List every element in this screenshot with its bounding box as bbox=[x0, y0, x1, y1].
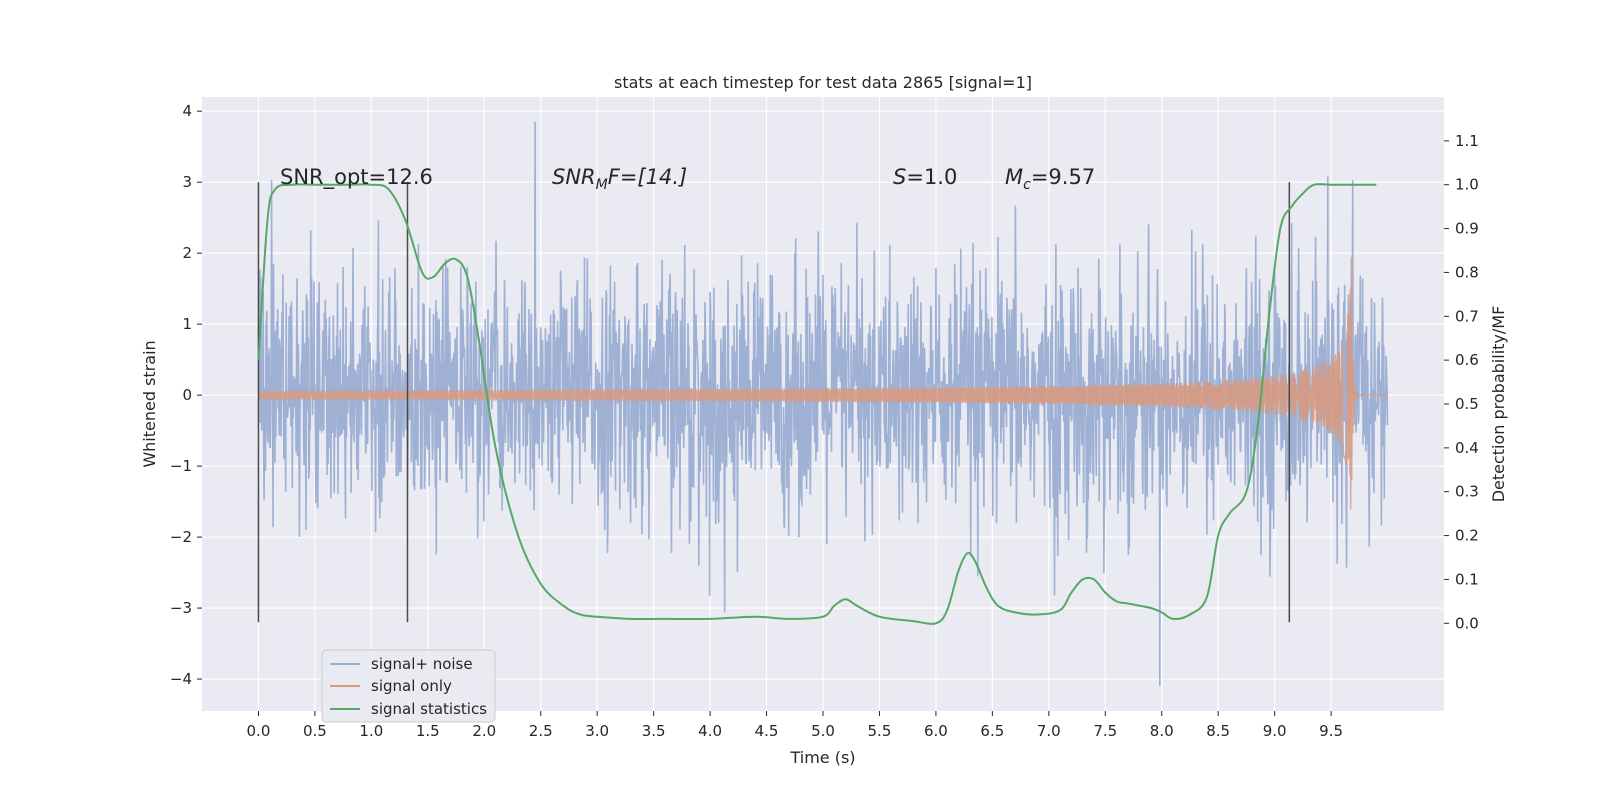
annotation-snr-mf-rest: F=[14.] bbox=[608, 165, 687, 189]
y-tick-label-4: 0 bbox=[182, 386, 192, 404]
x-axis-ticks: 0.0 0.5 1.0 1.5 2.0 2.5 3.0 3.5 4.0 4.5 5.0 5.5 6.0 6… bbox=[247, 711, 1343, 740]
x-tick-label-3: 1.5 bbox=[416, 722, 440, 740]
annotation-snr-opt: SNR_opt=12.6 bbox=[280, 165, 433, 190]
x-tick-label-18: 9.0 bbox=[1263, 722, 1287, 740]
y2-tick-label-10: 1.0 bbox=[1455, 176, 1479, 194]
x-tick-label-11: 5.5 bbox=[868, 722, 892, 740]
y2-tick-label-9: 0.9 bbox=[1455, 220, 1479, 238]
y2-tick-label-3: 0.3 bbox=[1455, 483, 1479, 501]
boundary-lines bbox=[257, 182, 1291, 623]
y2-tick-label-11: 1.1 bbox=[1455, 132, 1479, 150]
annotation-mc-rest: =9.57 bbox=[1031, 165, 1095, 189]
x-tick-label-7: 3.5 bbox=[642, 722, 666, 740]
x-tick-label-15: 7.5 bbox=[1093, 722, 1117, 740]
annotation-s-rest: =1.0 bbox=[906, 165, 957, 189]
x-tick-label-13: 6.5 bbox=[980, 722, 1004, 740]
x-tick-label-0: 0.0 bbox=[247, 722, 271, 740]
x-tick-label-5: 2.5 bbox=[529, 722, 553, 740]
y-tick-label-0: −4 bbox=[170, 670, 192, 688]
x-tick-label-4: 2.0 bbox=[472, 722, 496, 740]
annotation-s-main: S bbox=[893, 165, 906, 189]
legend-box bbox=[321, 649, 496, 723]
annotation-snr-mf-sub: M bbox=[596, 177, 608, 193]
y2-tick-label-0: 0.0 bbox=[1455, 614, 1479, 632]
legend: signal+ noise signal only signal statist… bbox=[321, 649, 496, 723]
x-tick-label-12: 6.0 bbox=[924, 722, 948, 740]
x-tick-label-6: 3.0 bbox=[585, 722, 609, 740]
chart-title: stats at each timestep for test data 286… bbox=[614, 73, 1032, 92]
annotation-mc: Mc=9.57 bbox=[1005, 165, 1095, 193]
legend-label-statistics: signal statistics bbox=[371, 700, 487, 718]
annotation-snr-mf: SNRMF=[14.] bbox=[552, 165, 687, 193]
y-axis-label: Whitened strain bbox=[140, 340, 159, 467]
x-tick-label-19: 9.5 bbox=[1319, 722, 1343, 740]
annotation-mc-main: M bbox=[1005, 165, 1023, 189]
y2-tick-label-4: 0.4 bbox=[1455, 439, 1479, 457]
annotation-mc-sub: c bbox=[1023, 177, 1031, 193]
x-tick-label-14: 7.0 bbox=[1037, 722, 1061, 740]
y-tick-label-5: 1 bbox=[182, 315, 192, 333]
y2-tick-label-2: 0.2 bbox=[1455, 527, 1479, 545]
y2-tick-label-8: 0.8 bbox=[1455, 263, 1479, 281]
series-signal-statistics bbox=[257, 183, 1377, 625]
signal-statistics-line bbox=[257, 183, 1377, 625]
y2-tick-label-6: 0.6 bbox=[1455, 351, 1479, 369]
y2-axis-label: Detection probability/MF bbox=[1489, 306, 1508, 503]
legend-label-noise: signal+ noise bbox=[371, 655, 473, 673]
annotation-s: S=1.0 bbox=[893, 165, 957, 189]
x-tick-label-2: 1.0 bbox=[359, 722, 383, 740]
series-signal-only bbox=[257, 256, 1388, 510]
x-tick-label-8: 4.0 bbox=[698, 722, 722, 740]
y-tick-label-2: −2 bbox=[170, 528, 192, 546]
legend-label-chirp: signal only bbox=[371, 677, 452, 695]
x-tick-label-10: 5.0 bbox=[811, 722, 835, 740]
annotations: SNR_opt=12.6 SNRMF=[14.] S=1.0 Mc=9.57 bbox=[280, 165, 1095, 193]
y2-tick-label-1: 0.1 bbox=[1455, 570, 1479, 588]
y-tick-label-6: 2 bbox=[182, 244, 192, 262]
x-tick-label-17: 8.5 bbox=[1206, 722, 1230, 740]
y2-tick-label-7: 0.7 bbox=[1455, 307, 1479, 325]
y2-tick-label-5: 0.5 bbox=[1455, 395, 1479, 413]
x-tick-label-1: 0.5 bbox=[303, 722, 327, 740]
y2-axis-ticks: 0.0 0.1 0.2 0.3 0.4 0.5 0.6 0.7 0.8 0.9 1.0 1.1 bbox=[1444, 132, 1479, 632]
y-tick-label-3: −1 bbox=[170, 457, 192, 475]
y-axis-ticks: −4 −3 −2 −1 0 1 2 3 4 bbox=[170, 102, 202, 688]
x-tick-label-16: 8.0 bbox=[1150, 722, 1174, 740]
x-tick-label-9: 4.5 bbox=[755, 722, 779, 740]
signal-only-line bbox=[257, 256, 1388, 510]
annotation-snr-mf-main: SNR bbox=[552, 165, 596, 189]
x-axis-label: Time (s) bbox=[789, 748, 855, 767]
y-tick-label-1: −3 bbox=[170, 599, 192, 617]
y-tick-label-8: 4 bbox=[182, 102, 192, 120]
y-tick-label-7: 3 bbox=[182, 173, 192, 191]
